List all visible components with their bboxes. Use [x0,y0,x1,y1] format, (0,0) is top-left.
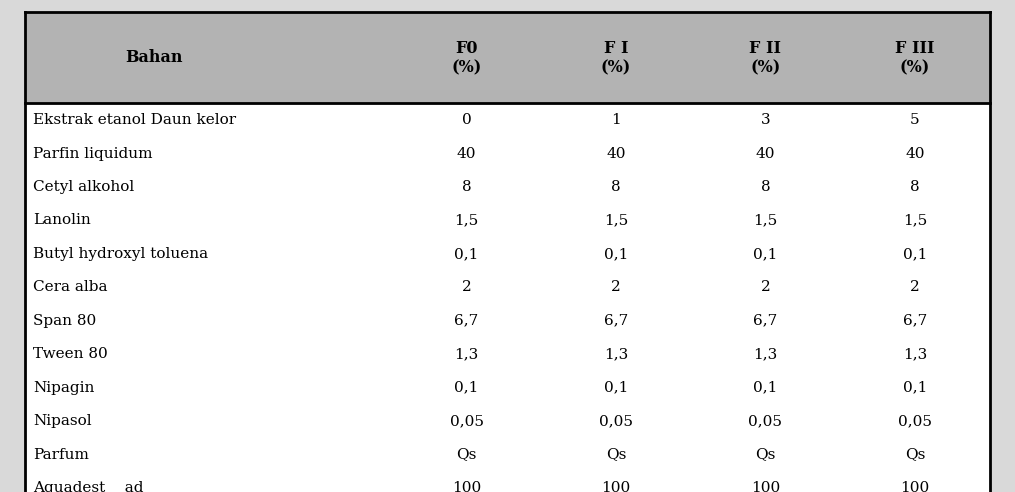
Text: Span 80: Span 80 [33,314,96,328]
Text: 1,5: 1,5 [604,214,628,227]
Bar [25,170,990,204]
Text: 100: 100 [601,481,630,492]
Text: 40: 40 [606,147,625,160]
Bar [25,12,990,103]
Text: 0: 0 [462,113,471,127]
Text: Qs: Qs [606,448,626,461]
Text: 8: 8 [760,180,770,194]
Text: 0,1: 0,1 [902,381,927,395]
Text: 0,05: 0,05 [599,414,633,428]
Text: Butyl hydroxyl toluena: Butyl hydroxyl toluena [33,247,208,261]
Text: 0,1: 0,1 [604,381,628,395]
Text: 2: 2 [462,280,471,294]
Text: 0,1: 0,1 [604,247,628,261]
Text: 0,1: 0,1 [455,381,479,395]
Text: 0,1: 0,1 [753,381,777,395]
Text: 6,7: 6,7 [902,314,927,328]
Text: 100: 100 [751,481,781,492]
Text: F0
(%): F0 (%) [452,39,482,76]
Bar [25,404,990,438]
Text: Qs: Qs [457,448,477,461]
Text: 1,3: 1,3 [753,347,777,361]
Text: 2: 2 [910,280,920,294]
Bar [25,137,990,170]
Text: Nipasol: Nipasol [33,414,91,428]
Text: 1,3: 1,3 [604,347,628,361]
Text: 5: 5 [910,113,920,127]
Bar [25,471,990,492]
Text: Parfin liquidum: Parfin liquidum [33,147,152,160]
Text: 2: 2 [611,280,621,294]
Text: 100: 100 [452,481,481,492]
Text: 0,1: 0,1 [753,247,777,261]
Bar [25,271,990,304]
Text: 40: 40 [756,147,775,160]
Text: Parfum: Parfum [33,448,89,461]
Text: 100: 100 [900,481,930,492]
Text: 1,5: 1,5 [902,214,927,227]
Text: F II
(%): F II (%) [749,39,782,76]
Text: 8: 8 [611,180,621,194]
Text: 1,5: 1,5 [753,214,777,227]
Text: 6,7: 6,7 [455,314,479,328]
Text: Aquadest    ad: Aquadest ad [33,481,143,492]
Text: Tween 80: Tween 80 [33,347,108,361]
Bar [25,338,990,371]
Text: 8: 8 [910,180,920,194]
Text: Bahan: Bahan [125,49,183,66]
Text: 0,05: 0,05 [898,414,932,428]
Text: 1,5: 1,5 [455,214,479,227]
Text: Lanolin: Lanolin [33,214,90,227]
Bar [25,237,990,271]
Bar [25,438,990,471]
Text: 8: 8 [462,180,471,194]
Text: 40: 40 [457,147,476,160]
Text: Qs: Qs [755,448,775,461]
Text: 40: 40 [905,147,925,160]
Text: 0,05: 0,05 [748,414,783,428]
Bar [25,204,990,237]
Text: Cetyl alkohol: Cetyl alkohol [33,180,134,194]
Text: Ekstrak etanol Daun kelor: Ekstrak etanol Daun kelor [33,113,236,127]
Bar [25,103,990,137]
Text: 1: 1 [611,113,621,127]
Text: Nipagin: Nipagin [33,381,94,395]
Bar [25,304,990,338]
Text: 3: 3 [760,113,770,127]
Text: F I
(%): F I (%) [601,39,631,76]
Text: 6,7: 6,7 [604,314,628,328]
Text: 1,3: 1,3 [902,347,927,361]
Text: 1,3: 1,3 [455,347,479,361]
Bar [25,371,990,404]
Text: Cera alba: Cera alba [33,280,108,294]
Text: 0,1: 0,1 [902,247,927,261]
Text: F III
(%): F III (%) [895,39,935,76]
Text: 0,1: 0,1 [455,247,479,261]
Text: Qs: Qs [904,448,925,461]
Text: 2: 2 [760,280,770,294]
Text: 6,7: 6,7 [753,314,777,328]
Text: 0,05: 0,05 [450,414,483,428]
